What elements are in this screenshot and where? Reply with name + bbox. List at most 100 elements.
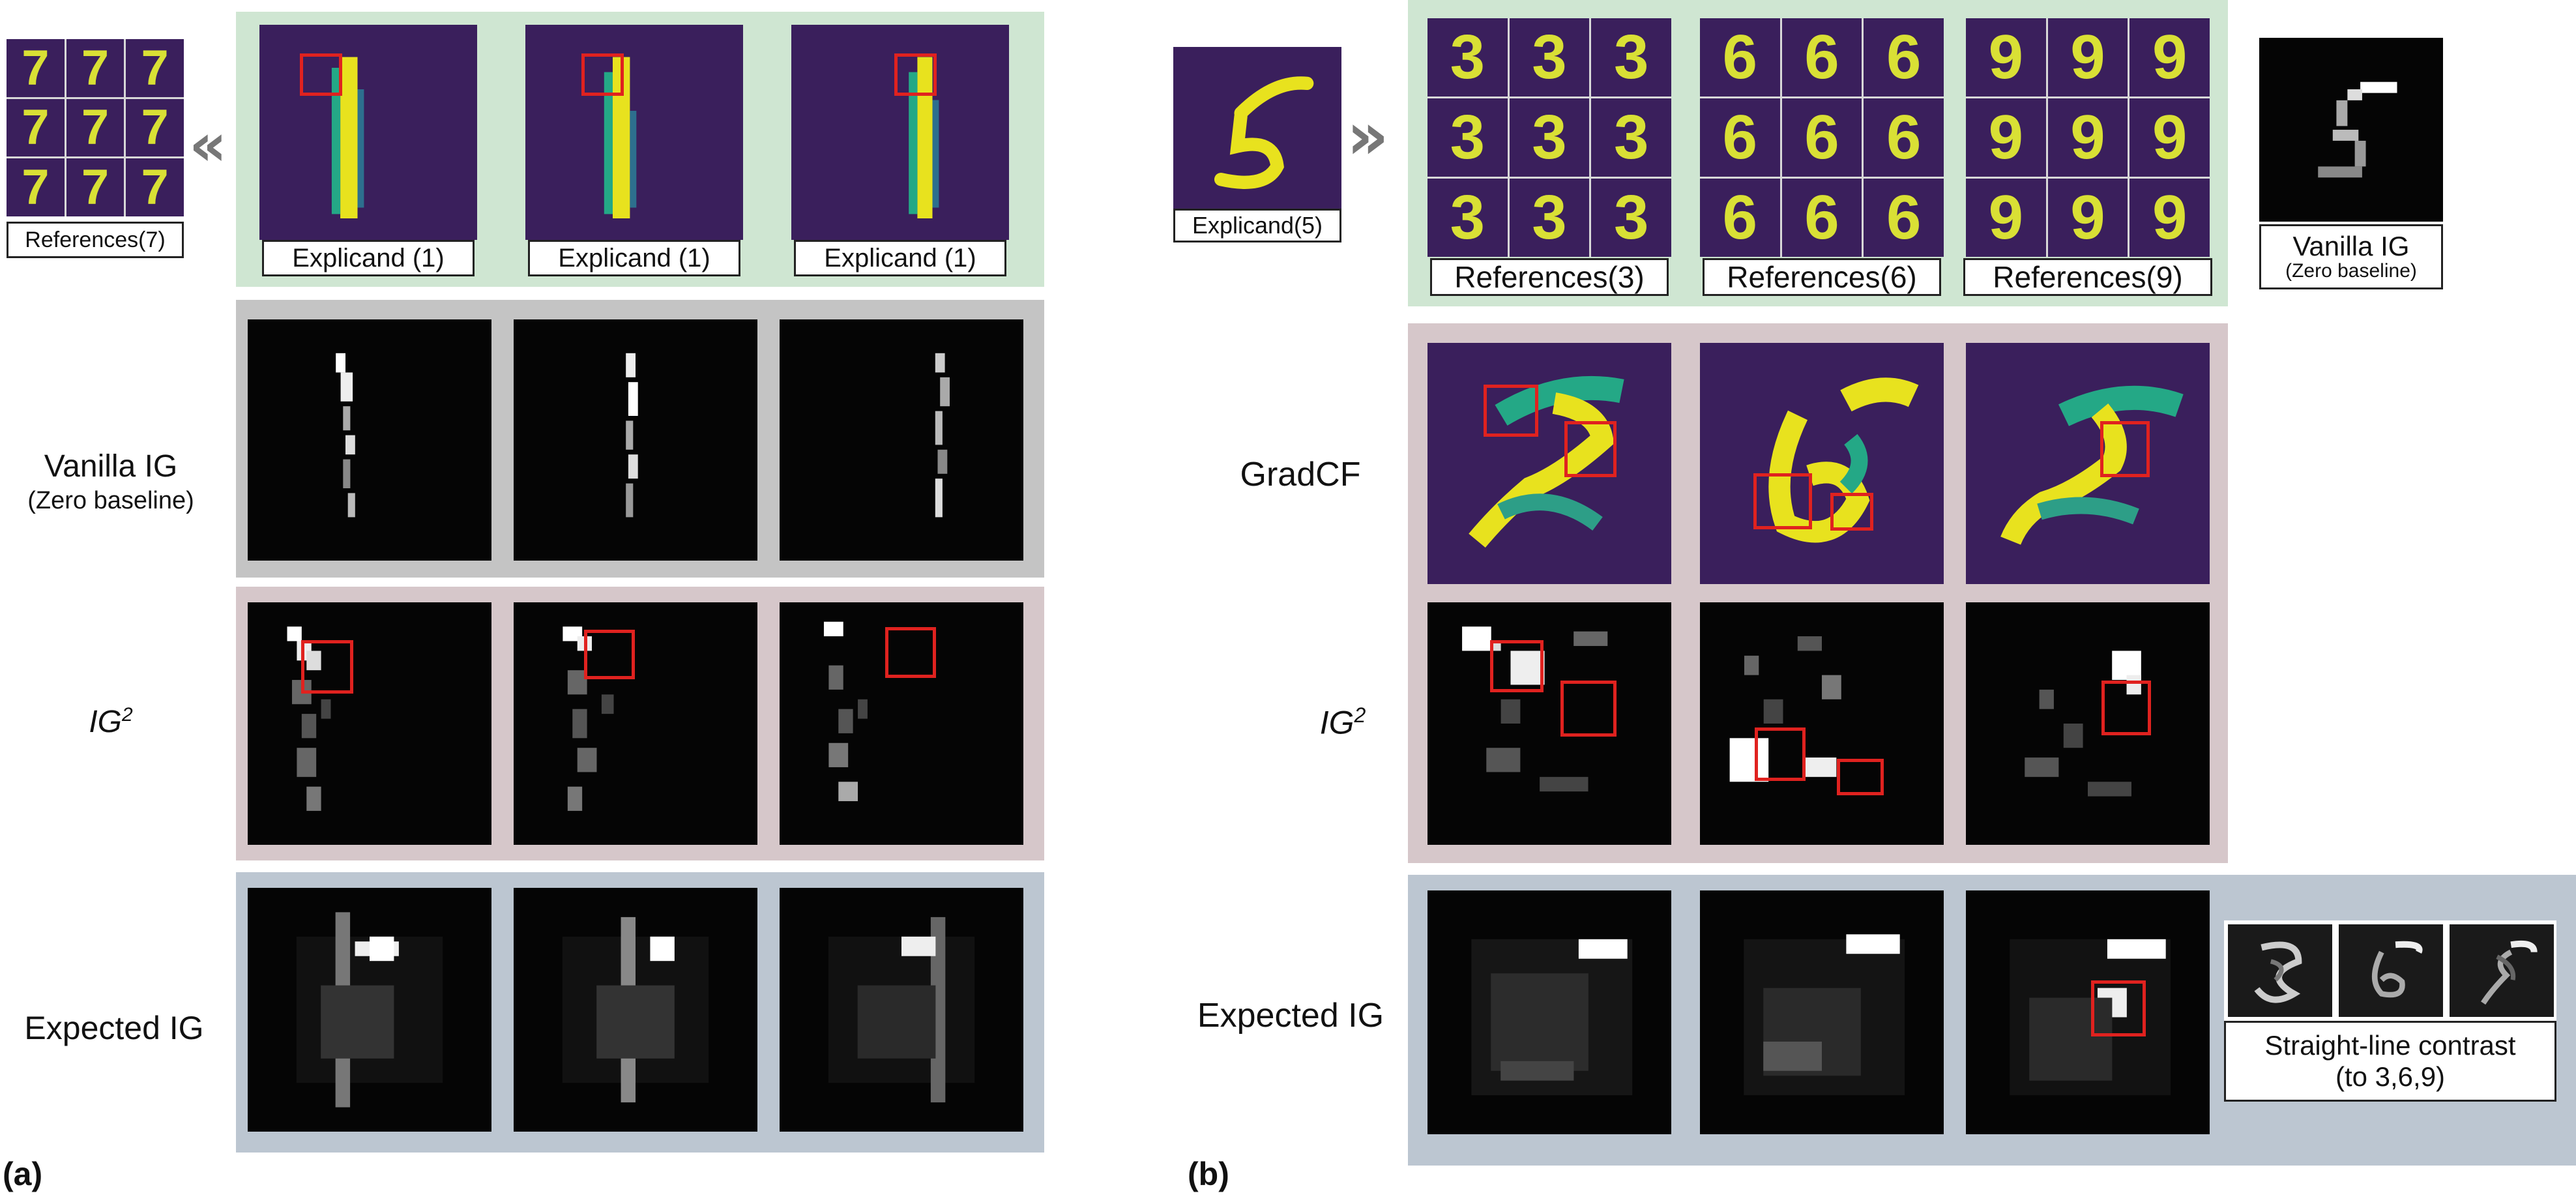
explicand-tile-a-3 bbox=[791, 25, 1009, 240]
digit-one-image bbox=[909, 57, 939, 218]
gradcf-tile-b-3 bbox=[1966, 343, 2210, 584]
three-reference-digit: 3 bbox=[1591, 18, 1671, 96]
seven-reference-digit: 7 bbox=[7, 158, 65, 216]
six-reference-digit: 6 bbox=[1781, 179, 1862, 257]
six-reference-digit: 6 bbox=[1781, 98, 1862, 177]
panel-a-letter: (a) bbox=[3, 1156, 43, 1192]
three-reference-digit: 3 bbox=[1591, 179, 1671, 257]
red-box-a-ig2-1 bbox=[301, 640, 353, 694]
nine-reference-digit: 9 bbox=[2130, 98, 2210, 177]
vanilla-ig-caption-sub: (Zero baseline) bbox=[2285, 260, 2417, 282]
explicand-caption-a-3: Explicand (1) bbox=[794, 240, 1006, 276]
explicand-tile-a-2 bbox=[525, 25, 743, 240]
six-reference-digit: 6 bbox=[1700, 98, 1780, 177]
nine-reference-digit: 9 bbox=[2047, 179, 2128, 257]
attribution-map-image bbox=[935, 353, 950, 518]
digit-one-image bbox=[331, 57, 364, 218]
ig2-label-superscript: 2 bbox=[1354, 703, 1366, 727]
expected-ig-tile-b-2 bbox=[1700, 890, 1944, 1134]
gradcf-label-b: GradCF bbox=[1240, 456, 1361, 493]
nine-reference-digit: 9 bbox=[2047, 98, 2128, 177]
red-box-a-ig2-3 bbox=[885, 627, 936, 678]
seven-reference-digit: 7 bbox=[126, 158, 184, 216]
nine-reference-digit: 9 bbox=[1966, 98, 2046, 177]
references-6-caption: References(6) bbox=[1703, 258, 1941, 296]
attribution-map-image bbox=[2010, 939, 2171, 1096]
attribution-map-image bbox=[1471, 939, 1633, 1096]
references-9-caption: References(9) bbox=[1963, 258, 2212, 296]
six-reference-digit: 6 bbox=[1781, 18, 1862, 96]
expected-ig-tile-b-3 bbox=[1966, 890, 2210, 1134]
references-7-caption: References(7) bbox=[7, 222, 184, 258]
nine-reference-digit: 9 bbox=[1966, 18, 2046, 96]
attribution-map-image bbox=[1462, 626, 1608, 792]
ig2-tile-a-2 bbox=[514, 602, 757, 845]
ig2-tile-b-1 bbox=[1427, 602, 1671, 845]
straight-line-caption-title: Straight-line contrast bbox=[2264, 1029, 2516, 1061]
attribution-map-image bbox=[2025, 651, 2141, 797]
counterfactual-map-image bbox=[1768, 377, 1919, 543]
three-reference-digit: 3 bbox=[1509, 98, 1590, 177]
attribution-map-image bbox=[296, 912, 443, 1108]
ig2-tile-b-3 bbox=[1966, 602, 2210, 845]
ig2-label-text: IG bbox=[89, 705, 122, 739]
explicand-caption-a-1: Explicand (1) bbox=[262, 240, 475, 276]
counterfactual-map-image bbox=[2000, 385, 2184, 546]
seven-reference-digit: 7 bbox=[66, 98, 124, 157]
red-box-b-ig2-3 bbox=[1755, 727, 1806, 781]
six-reference-digit: 6 bbox=[1864, 98, 1944, 177]
straight-line-caption-sub: (to 3,6,9) bbox=[2335, 1061, 2446, 1092]
expected-ig-tile-b-1 bbox=[1427, 890, 1671, 1134]
vanilla-ig-tile-a-3 bbox=[780, 319, 1023, 561]
vanilla-ig-sublabel-a: (Zero baseline) bbox=[27, 487, 194, 514]
vanilla-ig-tile-b bbox=[2259, 38, 2443, 222]
attribution-map-image bbox=[1744, 934, 1905, 1096]
six-reference-digit: 6 bbox=[1700, 179, 1780, 257]
attribution-map-image bbox=[287, 626, 331, 811]
ig2-tile-a-1 bbox=[248, 602, 491, 845]
three-reference-digit: 3 bbox=[1427, 179, 1508, 257]
contrast-map-image bbox=[2254, 941, 2302, 1003]
digit-one-image bbox=[604, 57, 637, 218]
red-box-b-gradcf-4 bbox=[1830, 493, 1873, 531]
chevron-left-icon: « bbox=[189, 111, 227, 179]
ig2-label-a: IG2 bbox=[0, 704, 222, 740]
contrast-map-image bbox=[2372, 941, 2423, 998]
attribution-map-image bbox=[626, 353, 638, 518]
expected-ig-label-b: Expected IG bbox=[1197, 997, 1384, 1035]
straight-line-contrast-caption: Straight-line contrast (to 3,6,9) bbox=[2224, 1021, 2556, 1102]
vanilla-ig-tile-a-1 bbox=[248, 319, 491, 561]
red-box-a-ig2-2 bbox=[584, 630, 635, 679]
expected-ig-label-a: Expected IG bbox=[24, 1010, 204, 1046]
red-box-a-1 bbox=[300, 53, 342, 96]
explicand-caption-b: Explicand(5) bbox=[1173, 209, 1341, 242]
nine-reference-digit: 9 bbox=[2130, 18, 2210, 96]
three-reference-digit: 3 bbox=[1591, 98, 1671, 177]
ig2-label-superscript: 2 bbox=[121, 704, 133, 726]
expected-ig-tile-a-2 bbox=[514, 888, 757, 1132]
straight-line-tile-2 bbox=[2339, 924, 2443, 1017]
contrast-map-image bbox=[2481, 940, 2538, 1005]
three-reference-digit: 3 bbox=[1509, 18, 1590, 96]
ig2-label-text: IG bbox=[1319, 704, 1354, 741]
seven-reference-digit: 7 bbox=[126, 39, 184, 97]
vanilla-ig-label-a: Vanilla IG bbox=[44, 449, 178, 484]
attribution-map-image bbox=[823, 621, 868, 802]
vanilla-ig-tile-a-2 bbox=[514, 319, 757, 561]
explicand-tile-a-1 bbox=[259, 25, 477, 240]
ig2-tile-b-2 bbox=[1700, 602, 1944, 845]
counterfactual-map-image bbox=[1469, 375, 1624, 548]
attribution-map-image bbox=[828, 917, 975, 1103]
seven-reference-digit: 7 bbox=[7, 39, 65, 97]
expected-ig-tile-a-1 bbox=[248, 888, 491, 1132]
ig2-label-b: IG2 bbox=[1258, 703, 1427, 741]
gradcf-tile-b-1 bbox=[1427, 343, 1671, 584]
red-box-a-3 bbox=[894, 53, 937, 96]
seven-reference-digit: 7 bbox=[66, 158, 124, 216]
seven-reference-digit: 7 bbox=[126, 98, 184, 157]
red-box-b-gradcf-3 bbox=[1753, 473, 1812, 529]
